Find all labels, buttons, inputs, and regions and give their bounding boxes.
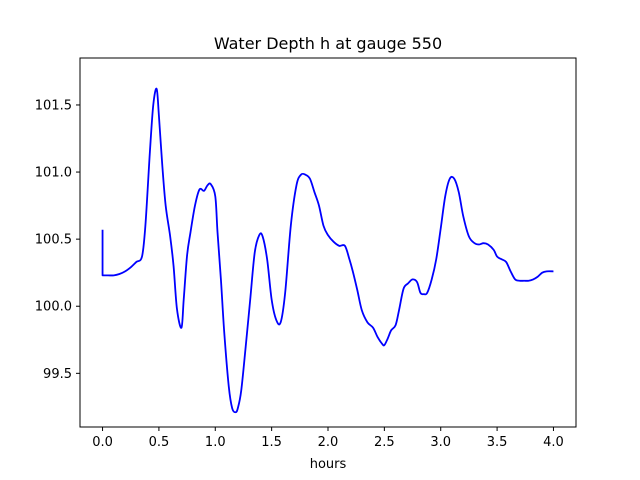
x-tick-label: 2.5 — [374, 435, 395, 450]
x-tick-label: 1.5 — [261, 435, 282, 450]
series-layer — [101, 87, 554, 414]
plot-area: 0.0 0.5 1.0 1.5 2.0 2.5 3.0 3.5 4.0 99.5 100.0 100… — [35, 57, 577, 450]
y-tick-label: 101.5 — [35, 98, 72, 113]
x-tick-label: 0.5 — [149, 435, 170, 450]
x-tick-label: 3.0 — [430, 435, 451, 450]
x-tick-label: 1.0 — [205, 435, 226, 450]
y-tick-label: 101.0 — [35, 166, 72, 181]
x-tick-label: 3.5 — [487, 435, 508, 450]
y-axis-ticks: 99.5 100.0 100.5 101.0 101.5 — [35, 98, 80, 382]
x-axis-label: hours — [310, 457, 347, 472]
x-tick-label: 4.0 — [543, 435, 564, 450]
chart-title: Water Depth h at gauge 550 — [214, 34, 442, 53]
x-tick-label: 0.0 — [92, 435, 113, 450]
y-tick-label: 100.0 — [35, 300, 72, 315]
x-axis-ticks: 0.0 0.5 1.0 1.5 2.0 2.5 3.0 3.5 4.0 — [92, 427, 564, 450]
y-tick-label: 99.5 — [43, 367, 72, 382]
y-tick-label: 100.5 — [35, 233, 72, 248]
x-tick-label: 2.0 — [318, 435, 339, 450]
series-line — [101, 87, 554, 414]
